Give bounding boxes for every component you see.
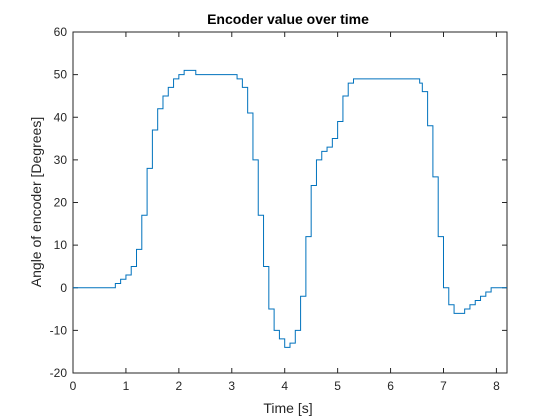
y-tick-label: 0 — [60, 281, 67, 295]
series-line — [73, 69, 507, 348]
x-tick-label: 3 — [228, 379, 235, 393]
plot-frame — [72, 31, 508, 374]
x-axis-label: Time [s] — [263, 400, 312, 416]
plot-area: 0 1 2 3 4 5 6 7 8 -20 -10 0 10 20 30 40 50 60 — [50, 25, 508, 393]
x-tick-label: 1 — [123, 379, 130, 393]
y-tick-label: 40 — [54, 110, 68, 124]
x-tick-label: 7 — [440, 379, 447, 393]
x-tick-label: 0 — [70, 379, 77, 393]
y-tick-label: 50 — [54, 68, 68, 82]
y-tick-label: -10 — [50, 323, 68, 337]
y-tick-label: 60 — [54, 25, 68, 39]
ticks: 0 1 2 3 4 5 6 7 8 -20 -10 0 10 20 30 40 50 60 — [50, 25, 507, 393]
x-tick-label: 4 — [281, 379, 288, 393]
y-tick-label: -20 — [50, 366, 68, 380]
x-tick-label: 5 — [334, 379, 341, 393]
x-tick-label: 8 — [493, 379, 500, 393]
y-axis-label: Angle of encoder [Degrees] — [28, 117, 44, 287]
x-tick-label: 6 — [387, 379, 394, 393]
y-tick-label: 30 — [54, 153, 68, 167]
y-tick-label: 10 — [54, 238, 68, 252]
chart-title: Encoder value over time — [207, 11, 369, 27]
x-tick-label: 2 — [176, 379, 183, 393]
y-tick-label: 20 — [54, 196, 68, 210]
